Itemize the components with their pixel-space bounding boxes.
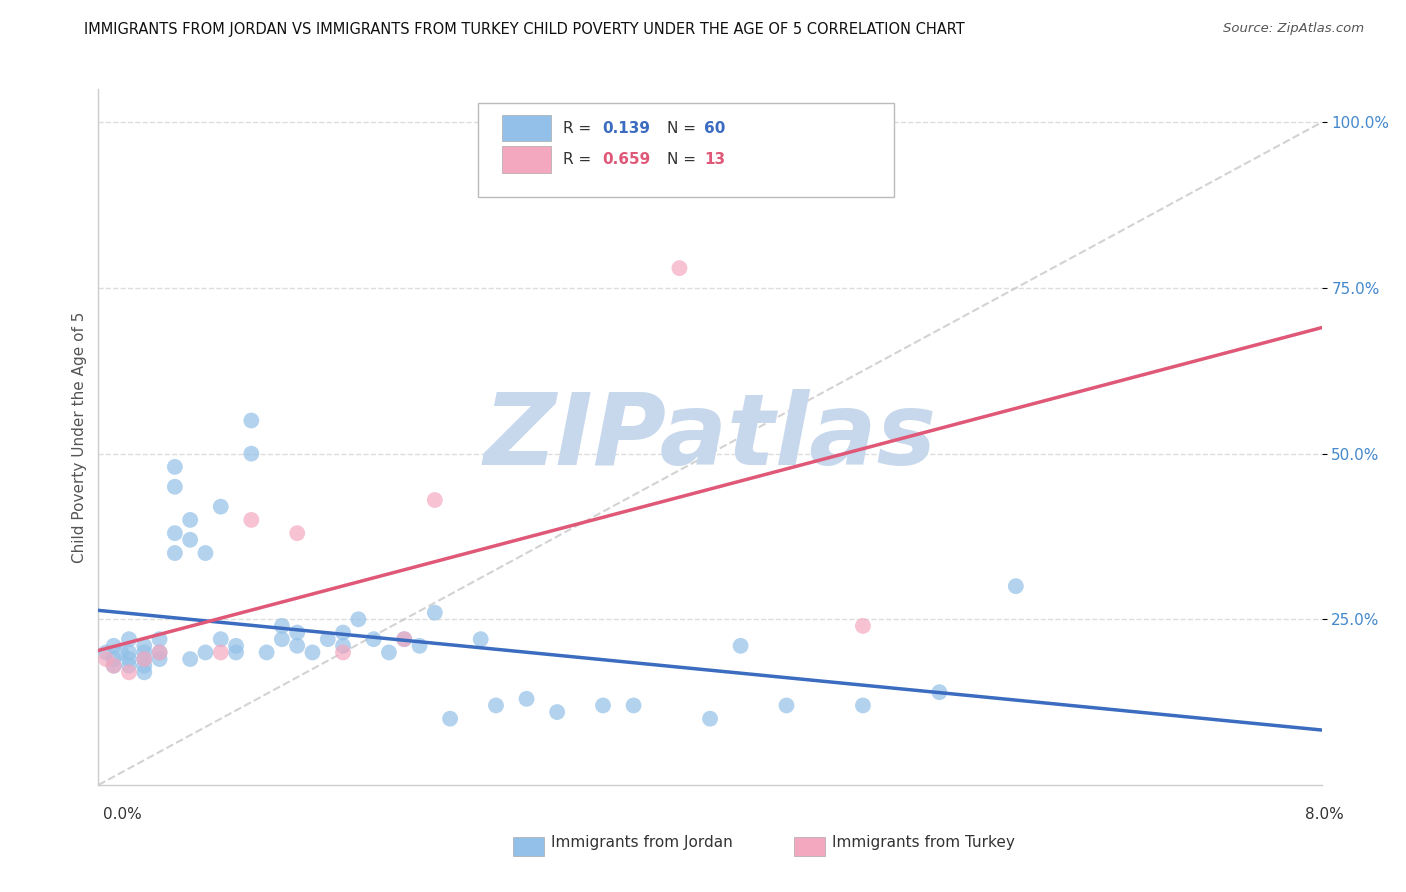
Point	[225, 639, 247, 653]
Text: ZIPatlas: ZIPatlas	[484, 389, 936, 485]
Point	[270, 619, 294, 633]
Point	[285, 526, 308, 541]
Point	[270, 632, 294, 647]
Point	[118, 658, 141, 673]
Text: 0.139: 0.139	[602, 120, 651, 136]
Point	[470, 632, 492, 647]
Point	[378, 645, 401, 659]
Text: N =: N =	[668, 152, 702, 167]
Point	[285, 639, 308, 653]
Point	[332, 625, 354, 640]
Point	[179, 513, 201, 527]
Point	[1004, 579, 1026, 593]
Point	[546, 705, 568, 719]
Point	[240, 413, 263, 427]
Point	[149, 645, 172, 659]
Text: IMMIGRANTS FROM JORDAN VS IMMIGRANTS FROM TURKEY CHILD POVERTY UNDER THE AGE OF : IMMIGRANTS FROM JORDAN VS IMMIGRANTS FRO…	[84, 22, 965, 37]
Text: Immigrants from Turkey: Immigrants from Turkey	[832, 836, 1015, 850]
Text: 60: 60	[704, 120, 725, 136]
Text: R =: R =	[564, 120, 596, 136]
Point	[94, 652, 117, 666]
Text: 0.0%: 0.0%	[103, 807, 142, 822]
Point	[240, 447, 263, 461]
Point	[103, 652, 125, 666]
Point	[852, 619, 875, 633]
Y-axis label: Child Poverty Under the Age of 5: Child Poverty Under the Age of 5	[72, 311, 87, 563]
Point	[209, 500, 232, 514]
Point	[134, 639, 156, 653]
Point	[209, 645, 232, 659]
Point	[163, 526, 186, 541]
Point	[94, 645, 117, 659]
Text: N =: N =	[668, 120, 702, 136]
Point	[149, 632, 172, 647]
Point	[134, 652, 156, 666]
Point	[194, 546, 217, 560]
Text: 8.0%: 8.0%	[1305, 807, 1344, 822]
Point	[316, 632, 339, 647]
Point	[134, 665, 156, 680]
Point	[668, 261, 690, 276]
Point	[179, 652, 201, 666]
Point	[163, 546, 186, 560]
Point	[699, 712, 721, 726]
Point	[103, 639, 125, 653]
Text: 0.659: 0.659	[602, 152, 651, 167]
Point	[118, 632, 141, 647]
Point	[256, 645, 278, 659]
Point	[179, 533, 201, 547]
Point	[423, 606, 446, 620]
Point	[392, 632, 416, 647]
Point	[163, 480, 186, 494]
Point	[347, 612, 370, 626]
Point	[423, 493, 446, 508]
Point	[118, 665, 141, 680]
Point	[332, 645, 354, 659]
Point	[392, 632, 416, 647]
Point	[225, 645, 247, 659]
FancyBboxPatch shape	[502, 115, 551, 141]
Point	[134, 658, 156, 673]
Point	[408, 639, 430, 653]
Text: Source: ZipAtlas.com: Source: ZipAtlas.com	[1223, 22, 1364, 36]
FancyBboxPatch shape	[502, 146, 551, 173]
Point	[118, 645, 141, 659]
Point	[134, 645, 156, 659]
Point	[332, 639, 354, 653]
Point	[103, 658, 125, 673]
Point	[118, 652, 141, 666]
Point	[103, 658, 125, 673]
Point	[852, 698, 875, 713]
Point	[363, 632, 385, 647]
Point	[209, 632, 232, 647]
Point	[730, 639, 752, 653]
Point	[623, 698, 645, 713]
Point	[134, 652, 156, 666]
Point	[240, 513, 263, 527]
FancyBboxPatch shape	[478, 103, 894, 197]
Text: Immigrants from Jordan: Immigrants from Jordan	[551, 836, 733, 850]
Point	[592, 698, 614, 713]
Point	[149, 645, 172, 659]
Text: R =: R =	[564, 152, 596, 167]
Point	[163, 459, 186, 474]
Point	[485, 698, 508, 713]
Point	[439, 712, 461, 726]
Point	[516, 691, 538, 706]
Point	[775, 698, 797, 713]
Point	[285, 625, 308, 640]
Point	[194, 645, 217, 659]
Point	[149, 652, 172, 666]
Point	[110, 645, 132, 659]
Point	[928, 685, 950, 699]
Text: 13: 13	[704, 152, 725, 167]
Point	[301, 645, 323, 659]
